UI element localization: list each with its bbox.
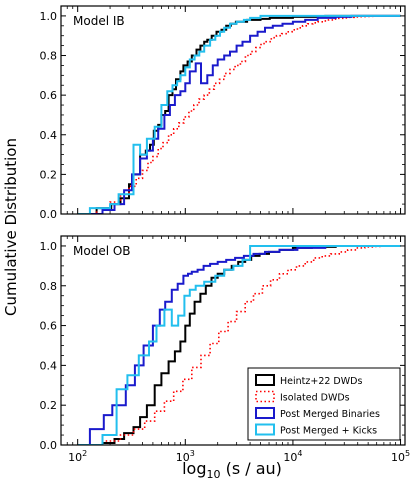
x-tick-label: 104: [283, 449, 302, 464]
series-line-post-merged-kicks: [77, 245, 401, 445]
legend-label: Isolated DWDs: [280, 393, 350, 404]
series-group: [77, 245, 401, 445]
x-tick-label-exponent: 5: [405, 449, 410, 458]
x-tick-label-base: 10: [176, 451, 190, 464]
x-tick-label: 103: [176, 449, 195, 464]
y-tick-label: 0.8: [40, 50, 58, 63]
series-line-post-merged-binaries: [77, 14, 401, 214]
x-tick-label-base: 10: [283, 451, 297, 464]
legend: Heintz+22 DWDs Isolated DWDs Post Merged B…: [247, 367, 401, 441]
legend-swatch: [255, 374, 275, 386]
x-tick-label-exponent: 2: [82, 449, 87, 458]
series-group: [77, 14, 401, 214]
y-tick-label: 0.0: [40, 208, 58, 221]
y-tick-label: 0.6: [40, 320, 58, 333]
y-tick-label: 0.2: [40, 399, 58, 412]
x-axis-label-prefix: log: [182, 459, 206, 478]
x-axis-label: log10 (s / au): [182, 459, 282, 481]
x-tick-label-base: 10: [391, 451, 405, 464]
y-tick-label: 1.0: [40, 240, 58, 253]
panel-annotation: Model IB: [73, 14, 125, 28]
x-axis-label-sub: 10: [206, 468, 220, 481]
legend-swatch: [255, 390, 275, 403]
x-tick-label: 105: [391, 449, 410, 464]
y-tick-label: 0.2: [40, 168, 58, 181]
y-tick-label: 0.6: [40, 89, 58, 102]
x-tick-label-exponent: 3: [190, 449, 195, 458]
legend-label: Post Merged + Kicks: [280, 426, 377, 437]
shared-y-label: Cumulative Distribution: [2, 138, 20, 316]
y-tick-label: 0.8: [40, 280, 58, 293]
series-line-post-merged-kicks: [77, 14, 401, 214]
chart-panel-1: 0.0 0.2 0.4 0.6 0.8 1.0 Model IB: [40, 5, 406, 221]
legend-swatch: [255, 407, 275, 419]
y-axis-label: Cumulative Distribution: [2, 138, 20, 316]
y-tick-label: 0.4: [40, 129, 58, 142]
axes-frame: [60, 235, 406, 446]
legend-swatch: [255, 423, 275, 436]
y-tick-label: 1.0: [40, 10, 58, 23]
legend-label: Post Merged Binaries: [280, 409, 380, 420]
x-tick-label: 102: [68, 449, 87, 464]
x-tick-label-base: 10: [68, 451, 82, 464]
y-tick-label: 0.0: [40, 439, 58, 452]
panels: 0.00.20.40.60.81.0 Model IB0.00.20.40.60.…: [40, 5, 410, 464]
y-tick-label: 0.4: [40, 359, 58, 372]
panel-annotation: Model OB: [73, 244, 131, 258]
legend-label: Heintz+22 DWDs: [280, 376, 362, 387]
x-axis-label-rest: (s / au): [220, 459, 281, 478]
x-tick-label-exponent: 4: [297, 449, 302, 458]
series-line-isolated-dwds: [77, 245, 401, 445]
axes-frame: [60, 5, 406, 215]
shared-x-label: log10 (s / au): [182, 459, 282, 481]
series-line-post-merged-binaries: [77, 245, 401, 445]
